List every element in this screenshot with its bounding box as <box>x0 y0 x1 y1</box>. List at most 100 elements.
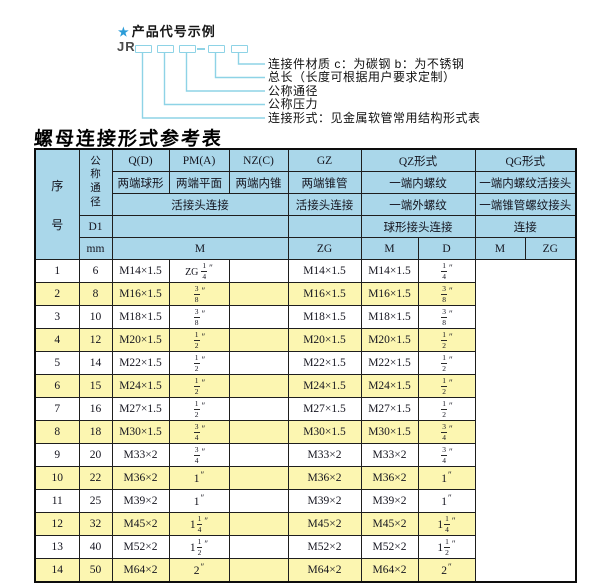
cell-zg: 3 4 ″ <box>168 420 230 444</box>
table-header: 序号 公称通径 Q(D) PM(A) NZ(C) GZ QZ形式 QG形式 两端… <box>34 148 577 260</box>
header-desc-pm: 两端平面 <box>168 171 230 194</box>
cell-qg-zg: 1″ <box>417 466 476 490</box>
code-diagram-title: 产品代号示例 <box>131 24 216 39</box>
cell-m-thread: M30×1.5 <box>111 420 170 444</box>
table-row: 7 16 M27×1.5 1 2 ″ M27×1.5 M27×1.5 1 2 ″ <box>34 397 576 421</box>
cell-qg-zg: 3 4 ″ <box>417 443 476 467</box>
cell-qz-m <box>228 305 289 329</box>
cell-qg-m: M36×2 <box>360 466 419 490</box>
cell-zg: 1 1 2 ″ <box>168 535 230 559</box>
cell-qg-zg: 1″ <box>417 489 476 513</box>
header-d1: D1 <box>78 215 113 238</box>
cell-dn: 12 <box>78 328 113 352</box>
cell-qg-m: M64×2 <box>360 558 419 583</box>
table-row: 11 25 M39×2 1″ M39×2 M39×2 1″ <box>34 489 576 513</box>
header-desc-gz: 两端锥管 <box>287 171 362 194</box>
code-box <box>179 45 196 53</box>
cell-seq: 7 <box>34 397 80 421</box>
cell-dn: 40 <box>78 535 113 559</box>
header-group-qg: QG形式 <box>474 148 577 172</box>
cell-m-thread: M22×1.5 <box>111 351 170 375</box>
cell-zg: ZG 1 4 ″ <box>168 259 230 283</box>
cell-zg: 1″ <box>168 466 230 490</box>
cell-qz-m <box>228 443 289 467</box>
header-sub-zg: ZG <box>287 237 362 260</box>
cell-qz-m <box>228 328 289 352</box>
header-seq-text: 序号 <box>51 178 64 232</box>
table-row: 13 40 M52×2 1 1 2 ″ M52×2 M52×2 1 1 2 ″ <box>34 535 576 559</box>
cell-qg-zg: 1 2 ″ <box>417 374 476 398</box>
header-desc-q: 两端球形 <box>111 171 170 194</box>
header-desc-qg-2: 一端锥管螺纹接头 <box>474 193 577 216</box>
table-row: 14 50 M64×2 2″ M64×2 M64×2 2″ <box>34 558 576 583</box>
header-conn-union: 活接头连接 <box>111 193 289 216</box>
code-label: 连接件材质 c：为碳钢 b：为不锈钢 <box>268 56 465 71</box>
table-row: 2 8 M16×1.5 3 8 ″ M16×1.5 M16×1.5 3 8 ″ <box>34 282 576 306</box>
cell-qg-zg: 1 4 ″ <box>417 259 476 283</box>
connector-line <box>214 52 265 79</box>
cell-zg: 1 2 ″ <box>168 351 230 375</box>
cell-qz-d: M22×1.5 <box>287 351 362 375</box>
header-dn: 公称通径 <box>78 148 113 216</box>
cell-qz-d: M16×1.5 <box>287 282 362 306</box>
cell-zg: 1 2 ″ <box>168 397 230 421</box>
cell-qg-m: M27×1.5 <box>360 397 419 421</box>
cell-seq: 1 <box>34 259 80 283</box>
cell-dn: 8 <box>78 282 113 306</box>
code-label: 公称通径 <box>268 83 319 98</box>
cell-m-thread: M33×2 <box>111 443 170 467</box>
header-blank-m <box>111 215 289 238</box>
table-row: 5 14 M22×1.5 1 2 ″ M22×1.5 M22×1.5 1 2 ″ <box>34 351 576 375</box>
header-desc-qg-1: 一端内螺纹活接头 <box>474 171 577 194</box>
cell-qz-d: M64×2 <box>287 558 362 583</box>
cell-qg-m: M16×1.5 <box>360 282 419 306</box>
header-sub-qg-m: M <box>474 237 526 260</box>
table-body: 1 6 M14×1.5 ZG 1 4 ″ M14×1.5 M14×1.5 1 4 ″ 2 8 M16×1.5… <box>34 259 576 583</box>
cell-zg: 3 8 ″ <box>168 305 230 329</box>
cell-qg-zg: 3 8 ″ <box>417 282 476 306</box>
table-row: 9 20 M33×2 3 4 ″ M33×2 M33×2 3 4 ″ <box>34 443 576 467</box>
cell-m-thread: M64×2 <box>111 558 170 583</box>
cell-zg: 2″ <box>168 558 230 583</box>
cell-zg: 1 1 4 ″ <box>168 512 230 536</box>
cell-seq: 2 <box>34 282 80 306</box>
cell-zg: 1 2 ″ <box>168 328 230 352</box>
cell-qg-m: M18×1.5 <box>360 305 419 329</box>
code-box <box>231 45 248 53</box>
cell-dn: 14 <box>78 351 113 375</box>
header-sub-qz-d: D <box>417 237 476 260</box>
table-row: 8 18 M30×1.5 3 4 ″ M30×1.5 M30×1.5 3 4 ″ <box>34 420 576 444</box>
header-group-q: Q(D) <box>111 148 170 172</box>
cell-qg-zg: 2″ <box>417 558 476 583</box>
header-group-gz: GZ <box>287 148 362 172</box>
cell-zg: 3 4 ″ <box>168 443 230 467</box>
code-label: 连接形式：见金属软管常用结构形式表 <box>268 110 481 125</box>
cell-seq: 13 <box>34 535 80 559</box>
nut-connection-table: 序号 公称通径 Q(D) PM(A) NZ(C) GZ QZ形式 QG形式 两端… <box>34 148 577 583</box>
header-unit: mm <box>78 237 113 260</box>
cell-dn: 6 <box>78 259 113 283</box>
cell-dn: 20 <box>78 443 113 467</box>
table-row: 10 22 M36×2 1″ M36×2 M36×2 1″ <box>34 466 576 490</box>
header-sub-m: M <box>111 237 289 260</box>
header-group-nz: NZ(C) <box>228 148 289 172</box>
header-blank-gz <box>287 215 362 238</box>
header-conn-qg: 连接 <box>474 215 577 238</box>
cell-m-thread: M14×1.5 <box>111 259 170 283</box>
cell-dn: 25 <box>78 489 113 513</box>
header-dn-text: 公称通径 <box>90 155 101 208</box>
connector-line <box>141 52 265 119</box>
cell-qg-zg: 1 1 4 ″ <box>417 512 476 536</box>
cell-qz-d: M30×1.5 <box>287 420 362 444</box>
cell-qz-m <box>228 558 289 583</box>
cell-qg-m: M14×1.5 <box>360 259 419 283</box>
cell-seq: 12 <box>34 512 80 536</box>
cell-seq: 5 <box>34 351 80 375</box>
table-row: 3 10 M18×1.5 3 8 ″ M18×1.5 M18×1.5 3 8 ″ <box>34 305 576 329</box>
cell-m-thread: M20×1.5 <box>111 328 170 352</box>
cell-seq: 8 <box>34 420 80 444</box>
cell-m-thread: M39×2 <box>111 489 170 513</box>
code-box <box>135 45 152 53</box>
cell-qz-d: M45×2 <box>287 512 362 536</box>
cell-dn: 15 <box>78 374 113 398</box>
